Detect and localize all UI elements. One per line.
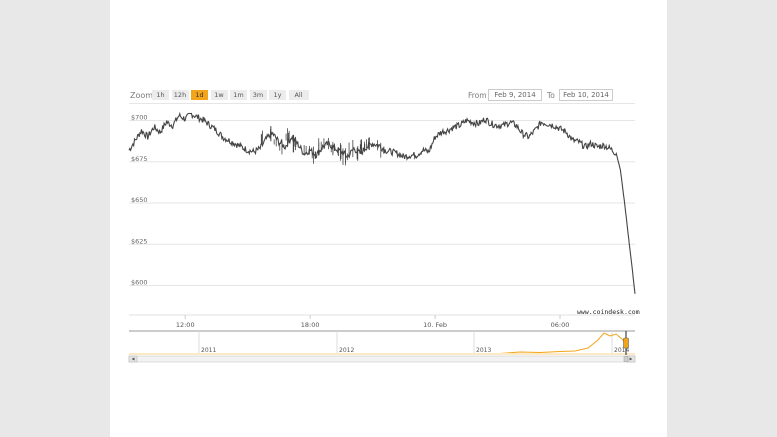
zoom-label: Zoom [130, 91, 154, 100]
y-tick-label: $650 [131, 196, 148, 204]
to-date-input[interactable]: Feb 10, 2014 [559, 89, 613, 101]
x-tick-label: 06:00 [551, 321, 570, 329]
zoom-button-all[interactable]: All [288, 90, 309, 100]
y-tick-label: $625 [131, 237, 148, 245]
zoom-button-1w[interactable]: 1w [210, 90, 228, 100]
from-label: From [468, 91, 487, 100]
y-tick-label: $600 [131, 279, 148, 287]
toolbar-separator [129, 103, 635, 104]
chevron-right-icon [629, 357, 633, 361]
zoom-button-1d[interactable]: 1d [191, 90, 208, 100]
price-series-line [128, 111, 636, 294]
navigator-handle[interactable] [623, 337, 629, 349]
zoom-button-1y[interactable]: 1y [269, 90, 286, 100]
navigator-area [129, 331, 635, 355]
y-tick-label: $700 [131, 114, 148, 122]
navigator-fill [129, 353, 635, 355]
navigator-year-label: 2014 [614, 347, 629, 354]
x-tick-label: 10. Feb [423, 321, 447, 329]
navigator-year-label: 2011 [201, 347, 216, 354]
y-tick-label: $675 [131, 155, 148, 163]
scrollbar-track[interactable] [128, 355, 636, 363]
scrollbar-thumb[interactable] [623, 356, 629, 362]
chevron-left-icon [131, 357, 135, 361]
source-credit: www.coindesk.com [577, 308, 640, 316]
to-label: To [547, 91, 555, 100]
zoom-button-12h[interactable]: 12h [171, 90, 189, 100]
navigator-year-label: 2013 [476, 347, 491, 354]
x-tick-label: 18:00 [301, 321, 320, 329]
zoom-button-1m[interactable]: 1m [230, 90, 247, 100]
chart-panel [110, 0, 667, 437]
x-tick-label: 12:00 [176, 321, 195, 329]
zoom-button-1h[interactable]: 1h [152, 90, 169, 100]
zoom-button-3m[interactable]: 3m [249, 90, 267, 100]
from-date-input[interactable]: Feb 9, 2014 [488, 89, 542, 101]
navigator-year-label: 2012 [339, 347, 354, 354]
